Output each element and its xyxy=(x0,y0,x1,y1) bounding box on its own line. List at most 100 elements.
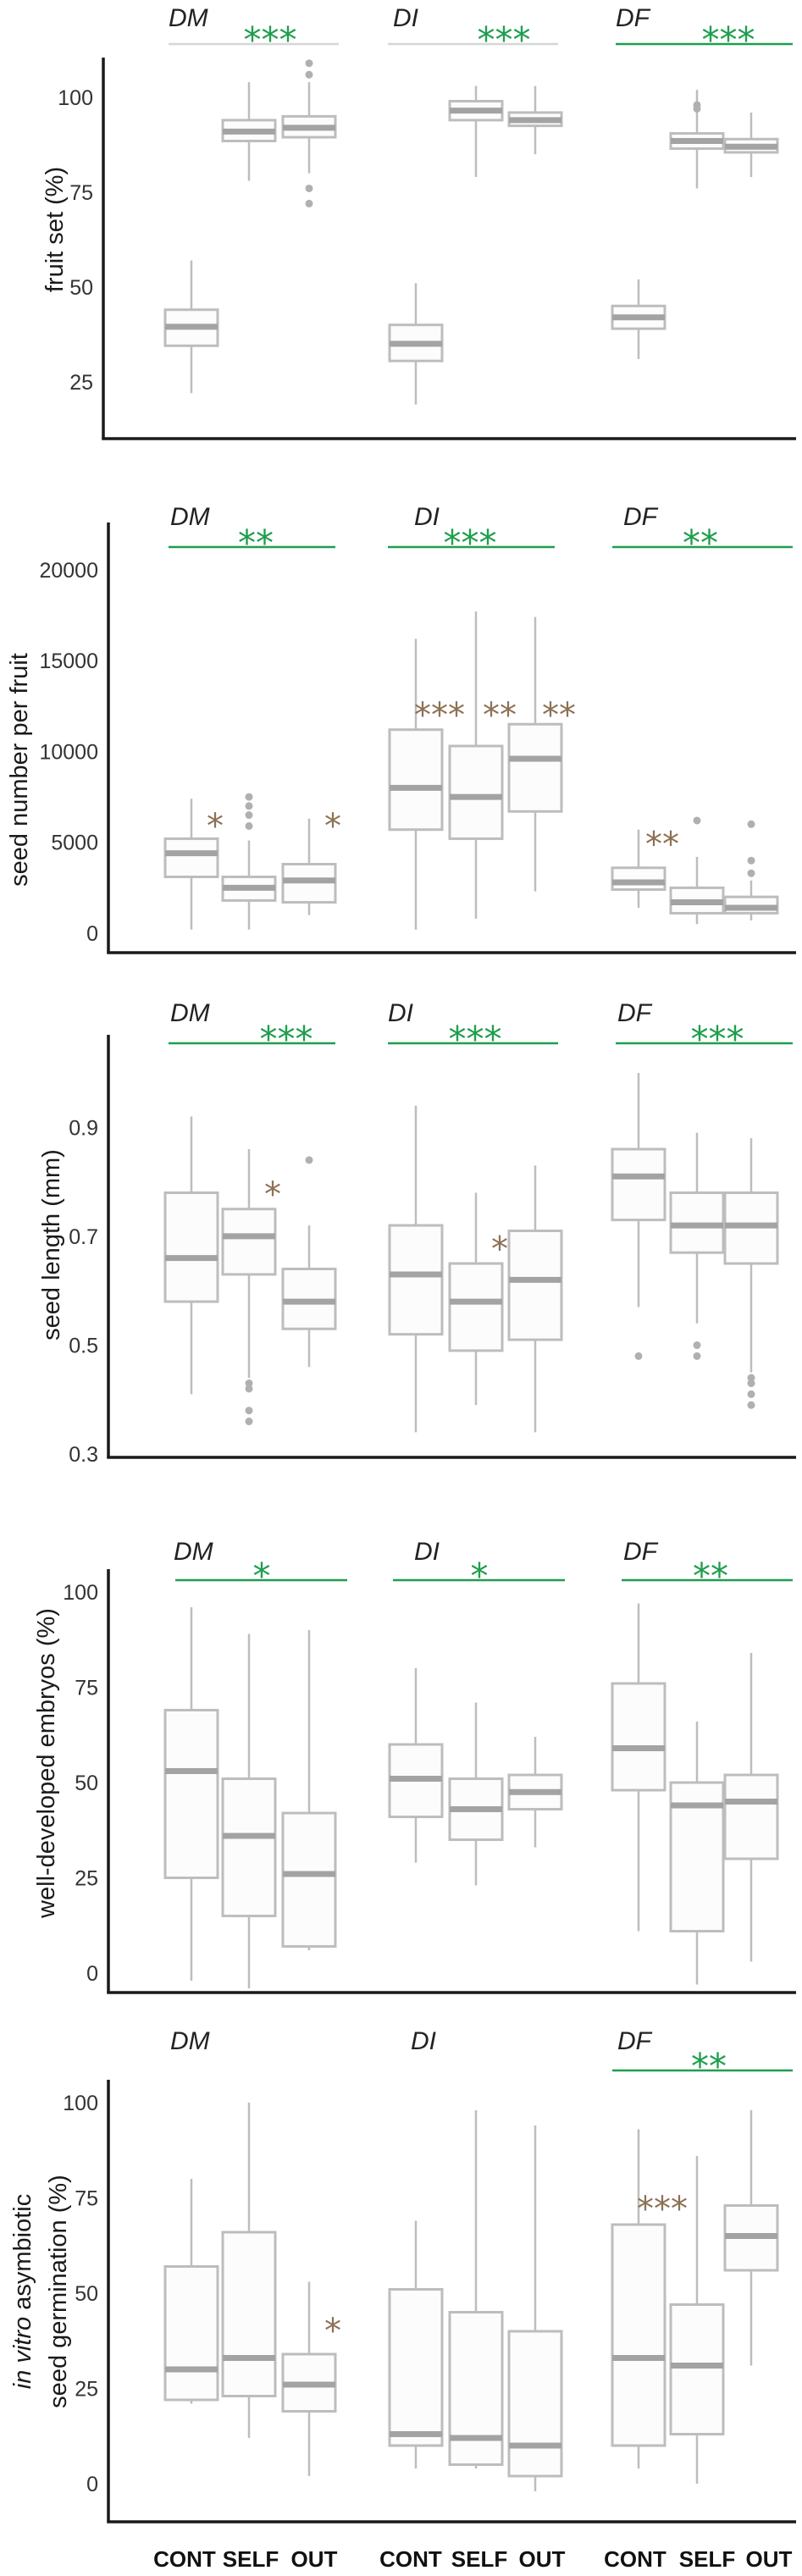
y-axis-label: seed germination (%) xyxy=(45,2175,72,2408)
group-significance-stars: * xyxy=(253,1556,271,1597)
box-DM-CONT xyxy=(163,1116,219,1395)
y-tick-label: 25 xyxy=(75,2378,98,2402)
panel-5: 0 25 50 75 100 in vitro asymbiotic seed germin… xyxy=(9,2027,796,2523)
box-DM-SELF xyxy=(221,82,277,181)
box-DF-OUT xyxy=(723,1138,779,1409)
outlier-point xyxy=(245,793,253,801)
outlier-point xyxy=(747,1390,755,1398)
y-tick-label: 20000 xyxy=(39,559,98,583)
group-significance-stars: *** xyxy=(449,1019,502,1060)
group-significance-stars: ** xyxy=(683,522,718,564)
y-tick-label: 100 xyxy=(63,1581,98,1605)
y-tick-label: 10000 xyxy=(39,740,98,764)
outlier-point xyxy=(245,1418,253,1426)
outlier-point xyxy=(747,869,755,877)
box-DI-SELF xyxy=(448,1702,504,1886)
iqr-box xyxy=(611,1147,666,1222)
iqr-box xyxy=(507,2330,563,2478)
group-significance-stars: ** xyxy=(693,1556,728,1597)
within-significance-stars: * xyxy=(207,807,224,846)
y-tick-label: 50 xyxy=(75,2282,98,2306)
iqr-box xyxy=(221,1208,277,1276)
outlier-point xyxy=(305,184,313,192)
group-significance-stars: * xyxy=(471,1556,489,1597)
y-axis-label-part: seed length (mm) xyxy=(38,1149,65,1341)
x-category-label: SELF xyxy=(223,2546,279,2572)
box-DM-OUT xyxy=(281,818,337,915)
iqr-box xyxy=(448,744,504,840)
outlier-point xyxy=(693,816,701,825)
y-axis-label-part: asymbiotic xyxy=(9,2194,36,2317)
y-tick-label: 25 xyxy=(75,1867,98,1891)
box-DI-CONT xyxy=(388,638,444,930)
x-category-label: OUT xyxy=(746,2546,793,2572)
y-tick-label: 0.9 xyxy=(69,1116,98,1140)
box-DI-OUT xyxy=(507,1737,563,1848)
box-DM-SELF xyxy=(221,793,277,930)
group-label: DI xyxy=(414,503,440,531)
group-label: DM xyxy=(174,1538,213,1566)
box-DF-CONT xyxy=(611,829,666,908)
panel-2: 0 5000 10000 15000 20000 seed number per frui… xyxy=(6,503,796,954)
box-DI-CONT xyxy=(388,283,444,405)
iqr-box xyxy=(669,2303,725,2435)
group-label: DF xyxy=(617,999,653,1027)
box-DM-CONT xyxy=(163,2179,219,2404)
iqr-box xyxy=(388,728,444,832)
box-DF-OUT xyxy=(723,112,779,178)
box-DF-SELF xyxy=(669,90,725,189)
box-DF-OUT xyxy=(723,2110,779,2366)
box-DM-SELF xyxy=(221,1633,277,1989)
y-tick-label: 50 xyxy=(75,1772,98,1795)
iqr-box xyxy=(611,2223,666,2447)
within-significance-stars: *** xyxy=(637,2190,688,2229)
x-category-label: CONT xyxy=(153,2546,216,2572)
y-axis-label-part: seed number per fruit xyxy=(6,653,33,887)
box-DM-SELF xyxy=(221,2103,277,2438)
iqr-box xyxy=(723,1773,779,1860)
outlier-point xyxy=(747,856,755,865)
group-label: DF xyxy=(623,503,659,531)
iqr-box xyxy=(611,1682,666,1792)
outlier-point xyxy=(747,1374,755,1382)
iqr-box xyxy=(163,1709,219,1880)
y-tick-label: 0.7 xyxy=(69,1225,98,1249)
box-DM-CONT xyxy=(163,1607,219,1982)
box-DI-SELF xyxy=(448,2110,504,2468)
box-DF-CONT xyxy=(611,2129,666,2468)
iqr-box xyxy=(221,2231,277,2397)
box-DI-CONT xyxy=(388,2220,444,2468)
group-label: DI xyxy=(393,4,418,32)
box-DF-CONT xyxy=(611,1073,666,1360)
box-DM-OUT xyxy=(281,1630,337,1951)
y-axis-label-part: well-developed embryos (%) xyxy=(33,1608,60,1919)
iqr-box xyxy=(507,1229,563,1341)
y-tick-label: 0 xyxy=(86,1962,98,1986)
outlier-point xyxy=(305,59,313,68)
y-tick-label: 75 xyxy=(75,1677,98,1700)
box-DF-SELF xyxy=(669,2156,725,2484)
outlier-point xyxy=(693,1352,701,1360)
y-tick-label: 5000 xyxy=(51,832,98,855)
group-significance-stars: *** xyxy=(691,1019,744,1060)
group-significance-stars: ** xyxy=(691,2046,727,2087)
y-tick-label: 25 xyxy=(69,371,93,395)
y-tick-label: 100 xyxy=(58,86,93,110)
group-significance-stars: ** xyxy=(238,522,274,564)
iqr-box xyxy=(163,1191,219,1303)
y-axis-label: seed length (mm) xyxy=(38,1149,65,1341)
box-DI-OUT xyxy=(507,616,563,892)
y-tick-label: 75 xyxy=(69,181,93,205)
y-tick-label: 75 xyxy=(75,2187,98,2211)
group-label: DF xyxy=(617,2027,653,2055)
group-significance-stars: *** xyxy=(478,19,531,61)
box-DI-OUT xyxy=(507,2125,563,2491)
group-label: DI xyxy=(388,999,413,1027)
box-DF-SELF xyxy=(669,1722,725,1985)
box-DF-OUT xyxy=(723,1653,779,1962)
y-tick-label: 50 xyxy=(69,276,93,300)
x-category-label: CONT xyxy=(379,2546,442,2572)
outlier-point xyxy=(634,1352,643,1360)
group-label: DM xyxy=(170,999,210,1027)
